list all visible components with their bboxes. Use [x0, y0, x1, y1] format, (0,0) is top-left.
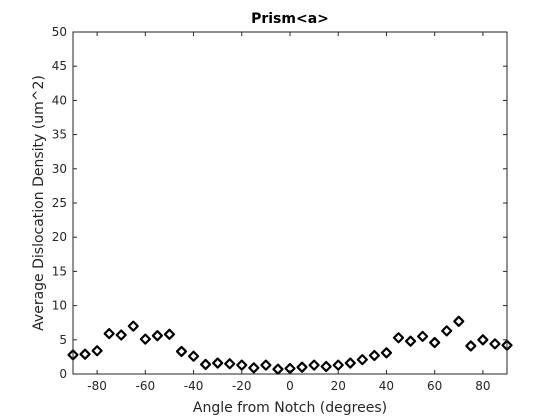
data-point: [356, 354, 368, 366]
x-axis-label: Angle from Notch (degrees): [193, 400, 387, 416]
x-tick-label: 20: [331, 379, 346, 393]
data-points: [67, 315, 513, 375]
data-point: [260, 359, 272, 371]
data-point: [236, 359, 248, 371]
x-axis-ticks: -80 -60 -40 -20 0 20 40 60 80: [87, 32, 491, 393]
data-point: [127, 320, 139, 332]
data-point: [91, 345, 103, 357]
data-point: [248, 362, 260, 374]
x-tick-label: 80: [475, 379, 490, 393]
data-point: [103, 328, 115, 340]
data-point: [151, 330, 163, 342]
data-point: [477, 334, 489, 346]
data-point: [175, 345, 188, 358]
x-tick-label: -80: [87, 379, 107, 393]
data-point: [453, 315, 465, 327]
y-tick-label: 45: [52, 59, 67, 73]
y-tick-label: 0: [59, 367, 67, 381]
chart-title: Prism<a>: [251, 11, 329, 27]
y-tick-label: 15: [52, 264, 67, 278]
data-point: [212, 357, 224, 369]
data-point: [380, 347, 393, 359]
data-point: [296, 361, 308, 373]
data-point: [404, 335, 417, 347]
data-point: [368, 349, 380, 362]
data-point: [489, 338, 501, 350]
data-point: [465, 340, 477, 352]
x-tick-label: -20: [232, 379, 252, 393]
data-point: [332, 359, 344, 371]
data-point: [187, 350, 200, 362]
data-point: [392, 332, 405, 344]
y-tick-label: 30: [52, 162, 67, 176]
y-axis-ticks: 0 5 10 15 20 25 30 35 40 45 50: [52, 25, 507, 381]
data-point: [224, 358, 236, 370]
x-tick-label: 40: [379, 379, 394, 393]
data-point: [344, 357, 356, 369]
data-point: [115, 329, 127, 341]
data-point: [417, 330, 429, 342]
y-tick-label: 10: [52, 299, 67, 313]
data-point: [79, 348, 91, 360]
data-point: [139, 333, 151, 345]
y-tick-label: 50: [52, 25, 67, 39]
data-point: [320, 360, 332, 373]
data-point: [441, 325, 453, 337]
x-tick-label: -40: [184, 379, 204, 393]
y-tick-label: 40: [52, 93, 67, 107]
y-axis-label: Average Dislocation Density (um^2): [31, 75, 47, 331]
plot-area: [73, 32, 507, 374]
data-point: [308, 359, 320, 371]
data-point: [163, 328, 176, 340]
data-point: [429, 336, 441, 349]
x-tick-label: 60: [427, 379, 442, 393]
x-tick-label: 0: [286, 379, 294, 393]
data-point: [200, 358, 212, 371]
x-tick-label: -60: [136, 379, 156, 393]
y-tick-label: 20: [52, 230, 67, 244]
y-tick-label: 5: [59, 333, 67, 347]
y-tick-label: 35: [52, 128, 67, 142]
y-tick-label: 25: [52, 196, 67, 210]
